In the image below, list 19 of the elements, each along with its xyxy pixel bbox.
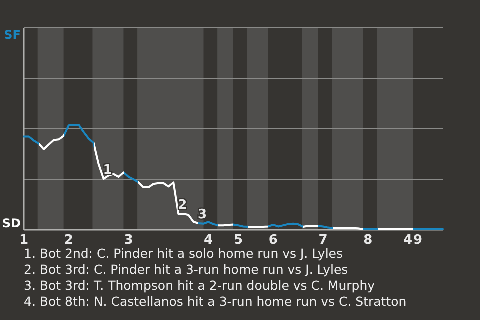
x-tick-label: 3 — [124, 233, 134, 248]
annotation: 1 — [103, 163, 112, 178]
annotation: 2 — [178, 198, 188, 214]
x-tick-label: 7 — [318, 233, 328, 248]
x-tick-label: 9 — [414, 233, 423, 248]
x-tick-label: 1 — [19, 233, 29, 248]
x-tick-label: 2 — [64, 233, 74, 248]
x-tick-label: 6 — [268, 233, 278, 248]
x-tick-label: 8 — [364, 233, 373, 248]
text: 2. Bot 3rd: C. Pinder hit a 3-run home run vs J. Lyles — [24, 262, 348, 277]
text: 1. Bot 2nd: C. Pinder hit a solo home run vs J. Lyles — [24, 246, 343, 261]
text: SD — [2, 216, 22, 231]
text: 4. Bot 8th: N. Castellanos hit a 3-run home run vs C. Stratton — [24, 294, 407, 309]
text: SF — [4, 28, 21, 42]
annotation: 3 — [198, 207, 208, 222]
x-tick-label: 4 — [404, 233, 413, 248]
x-tick-label: 4 — [204, 233, 214, 248]
text: 3. Bot 3rd: T. Thompson hit a 2-run double vs C. Murphy — [24, 278, 376, 293]
x-tick-label: 5 — [234, 233, 244, 248]
